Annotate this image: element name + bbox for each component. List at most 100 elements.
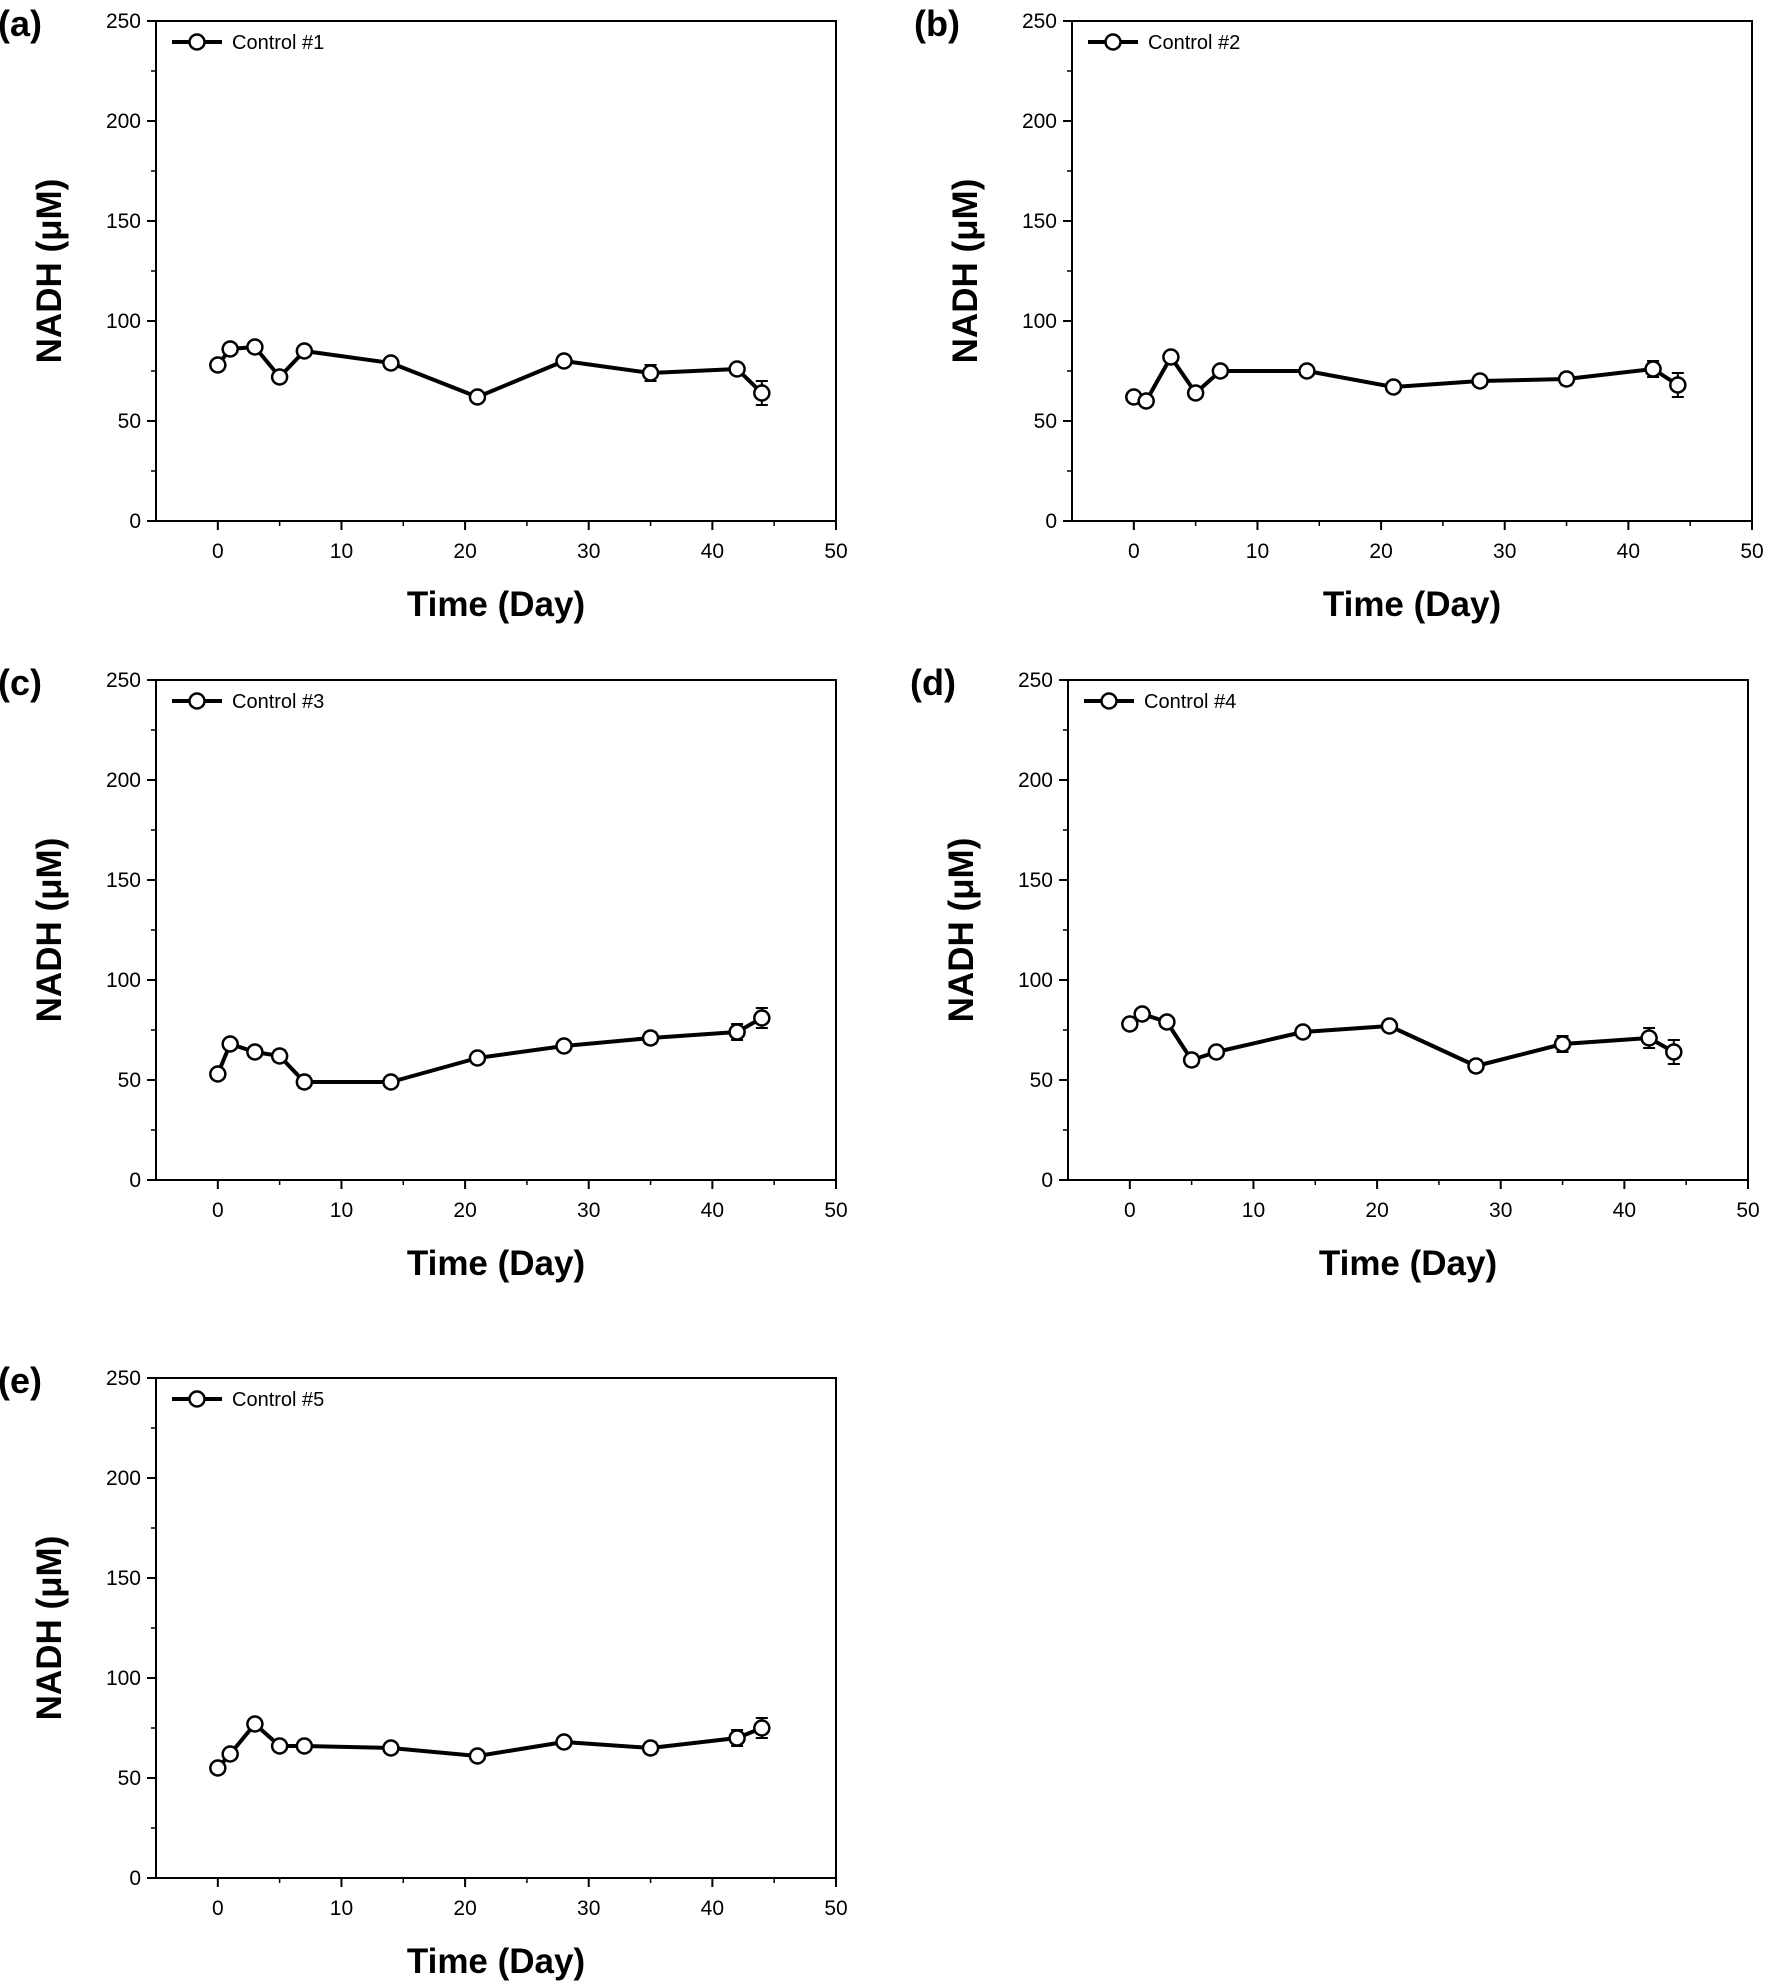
data-point [728,1023,746,1041]
y-tick-label: 250 [106,10,141,33]
x-tick-label: 40 [701,1199,724,1222]
x-tick-label: 20 [453,1897,476,1920]
data-point [1207,1043,1226,1061]
data-point [246,1043,264,1061]
y-tick-label: 50 [1030,1069,1053,1092]
x-tick-label: 30 [1493,540,1516,563]
panel-b: 0 50 100 150 200 250 0 10 20 30 40 50 Time (Day) NADH… [914,3,1764,624]
data-point [728,1729,746,1747]
x-tick-label: 0 [1128,540,1140,563]
y-tick-label: 0 [1045,510,1057,533]
x-tick-label: 30 [577,1897,600,1920]
data-point [295,1737,314,1755]
x-tick-label: 0 [212,1199,224,1222]
x-tick-label: 20 [453,540,476,563]
data-point [209,1065,227,1083]
legend-label: Control #2 [1148,32,1240,54]
x-tick-label: 30 [1489,1199,1512,1222]
x-tick-label: 20 [1365,1199,1388,1222]
data-point [468,388,487,406]
panel-label: (d) [910,662,956,703]
data-point [270,1737,289,1755]
x-tick-label: 40 [1617,540,1640,563]
y-tick-label: 0 [129,1867,141,1890]
x-tick-label: 0 [212,1897,224,1920]
y-tick-label: 0 [129,1169,141,1192]
y-tick-label: 100 [1018,969,1053,992]
panel-e: 0 50 100 150 200 250 0 10 20 30 40 50 Time (Day) NADH… [0,1360,848,1981]
series-line [1133,355,1679,403]
plot-frame [155,679,837,1181]
data-point [1467,1057,1485,1075]
data-point [728,360,746,378]
x-axis-title: Time (Day) [1323,585,1501,624]
data-point [1294,1023,1312,1041]
legend-marker [188,692,206,710]
y-tick-label: 250 [106,1367,141,1390]
data-point [382,354,400,372]
data-point [641,364,660,382]
data-point [295,1073,314,1091]
y-tick-label: 0 [129,510,141,533]
data-point [555,1733,573,1751]
x-tick-label: 50 [824,1897,847,1920]
y-tick-label: 200 [106,769,141,792]
y-tick-label: 200 [106,1467,141,1490]
data-point [1298,362,1316,380]
y-tick-label: 200 [106,110,141,133]
y-tick-label: 200 [1018,769,1053,792]
y-tick-label: 100 [106,1667,141,1690]
data-point [1471,372,1489,390]
plot-frame [155,1377,837,1879]
data-point [1158,1013,1176,1031]
plot-frame [1067,679,1749,1181]
y-tick-label: 150 [106,210,141,233]
data-point [1133,1005,1151,1023]
y-tick-label: 200 [1022,110,1057,133]
x-tick-label: 50 [1740,540,1763,563]
y-tick-label: 250 [1022,10,1057,33]
y-tick-label: 50 [118,410,141,433]
y-tick-label: 0 [1041,1169,1053,1192]
data-point [1121,1015,1139,1033]
y-axis-title: NADH (μM) [946,179,985,364]
x-tick-label: 50 [824,1199,847,1222]
x-tick-label: 50 [824,540,847,563]
data-point [221,340,239,358]
data-point [270,1047,289,1065]
x-tick-label: 10 [330,1199,353,1222]
data-point [246,1715,264,1733]
y-tick-label: 150 [1018,869,1053,892]
x-tick-label: 0 [212,540,224,563]
data-point [1557,370,1576,388]
data-point [1186,384,1205,402]
panel-label: (b) [914,3,960,44]
data-point [1665,1043,1683,1061]
x-tick-label: 50 [1736,1199,1759,1222]
x-tick-label: 20 [453,1199,476,1222]
x-tick-label: 0 [1124,1199,1136,1222]
y-tick-label: 150 [1022,210,1057,233]
data-point [209,1759,227,1777]
data-point [1162,348,1180,366]
data-point [1211,362,1230,380]
x-axis-title: Time (Day) [407,1942,585,1981]
y-tick-label: 150 [106,1567,141,1590]
y-tick-label: 50 [118,1069,141,1092]
data-point [1553,1035,1572,1053]
y-tick-label: 250 [106,669,141,692]
data-point [209,356,227,374]
y-tick-label: 150 [106,869,141,892]
y-axis-title: NADH (μM) [942,838,981,1023]
legend-label: Control #4 [1144,691,1236,713]
data-point [246,338,264,356]
data-point [382,1739,400,1757]
y-axis-title: NADH (μM) [30,838,69,1023]
data-point [468,1747,487,1765]
data-point [1182,1051,1201,1069]
data-point [382,1073,400,1091]
data-point [1137,392,1155,410]
y-tick-label: 50 [118,1767,141,1790]
y-tick-label: 100 [1022,310,1057,333]
